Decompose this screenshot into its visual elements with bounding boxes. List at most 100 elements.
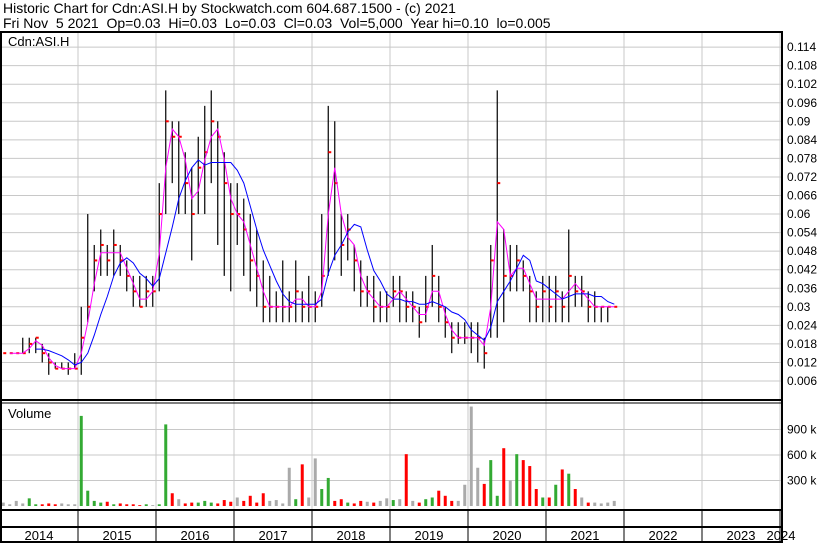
- volume-bar: [307, 497, 311, 506]
- volume-bar: [53, 504, 57, 506]
- volume-bar: [99, 502, 103, 506]
- volume-bar: [606, 502, 610, 506]
- volume-bar: [398, 499, 402, 506]
- volume-bar: [541, 497, 545, 506]
- volume-tick-label: 900 k: [787, 423, 817, 437]
- volume-bar: [411, 500, 415, 506]
- volume-bar: [489, 460, 493, 506]
- volume-bar: [281, 503, 285, 506]
- volume-bar: [125, 504, 129, 506]
- volume-bar: [73, 504, 77, 506]
- volume-bar: [112, 504, 116, 506]
- volume-bar: [385, 498, 389, 506]
- volume-bar: [554, 484, 558, 506]
- symbol-label: Cdn:ASI.H: [8, 34, 69, 49]
- year-label: 2017: [259, 528, 288, 543]
- volume-bar: [27, 498, 31, 506]
- volume-bar: [1, 502, 5, 506]
- price-tick-label: 0.036: [787, 281, 817, 295]
- short-moving-average: [9, 127, 615, 370]
- volume-bar: [567, 473, 571, 506]
- volume-bar: [105, 501, 109, 506]
- year-label: 2019: [415, 528, 444, 543]
- volume-bar: [170, 493, 174, 506]
- volume-bar: [183, 503, 187, 506]
- volume-bar: [287, 467, 291, 506]
- volume-bar: [424, 499, 428, 506]
- price-tick-label: 0.072: [787, 170, 817, 184]
- price-tick-label: 0.096: [787, 96, 817, 110]
- year-label: 2022: [649, 528, 678, 543]
- frame: [0, 31, 783, 543]
- volume-bar: [92, 500, 96, 506]
- volume-tick-label: 300 k: [787, 474, 817, 488]
- volume-bar: [131, 504, 135, 506]
- volume-bar: [40, 504, 44, 506]
- volume-bar: [612, 500, 616, 506]
- volume-bar: [248, 495, 252, 506]
- price-tick-label: 0.03: [787, 300, 811, 314]
- volume-bar: [313, 458, 317, 506]
- volume-bar: [242, 500, 246, 506]
- volume-bar: [456, 500, 460, 506]
- volume-tick-label: 600 k: [787, 448, 817, 462]
- volume-bar: [34, 504, 38, 506]
- year-label: 2014: [25, 528, 54, 543]
- volume-bar: [450, 500, 454, 506]
- volume-bar: [66, 504, 70, 506]
- volume-bars: [1, 406, 616, 506]
- price-tick-label: 0.06: [787, 207, 811, 221]
- volume-bar: [21, 503, 25, 506]
- volume-bar: [177, 499, 181, 506]
- volume-bar: [268, 500, 272, 506]
- volume-bar: [359, 500, 363, 506]
- price-tick-label: 0.108: [787, 59, 817, 73]
- volume-bar: [469, 406, 473, 506]
- volume-bar: [521, 460, 525, 506]
- volume-bar: [365, 501, 369, 506]
- volume-bar: [560, 469, 564, 506]
- volume-label: Volume: [8, 406, 51, 421]
- volume-bar: [430, 497, 434, 506]
- volume-bar: [547, 497, 551, 506]
- volume-bar: [476, 467, 480, 506]
- price-tick-label: 0.114: [787, 40, 816, 54]
- volume-bar: [86, 490, 90, 506]
- volume-bar: [235, 497, 239, 506]
- volume-bar: [534, 489, 538, 506]
- volume-bar: [138, 505, 142, 506]
- year-label: 2024: [767, 528, 796, 543]
- volume-bar: [528, 466, 532, 506]
- price-tick-label: 0.018: [787, 337, 817, 351]
- volume-bar: [261, 493, 265, 506]
- volume-bar: [495, 495, 499, 506]
- volume-bar: [417, 502, 421, 506]
- volume-bar: [482, 483, 486, 506]
- year-label: 2021: [571, 528, 600, 543]
- volume-bar: [60, 503, 64, 506]
- volume-bar: [437, 490, 441, 506]
- price-tick-label: 0.006: [787, 374, 817, 388]
- volume-bar: [326, 477, 330, 506]
- volume-bar: [14, 500, 18, 506]
- price-tick-label: 0.042: [787, 263, 817, 277]
- volume-bar: [599, 503, 603, 506]
- volume-bar: [216, 503, 220, 506]
- chart-border: [0, 31, 783, 543]
- volume-bar: [586, 502, 590, 506]
- year-label: 2020: [493, 528, 522, 543]
- volume-bar: [79, 415, 83, 506]
- volume-bar: [352, 503, 356, 506]
- grid: [0, 32, 782, 510]
- price-tick-label: 0.024: [787, 318, 817, 332]
- price-tick-label: 0.066: [787, 189, 817, 203]
- volume-bar: [144, 504, 148, 506]
- volume-bar: [463, 484, 467, 506]
- price-tick-label: 0.078: [787, 151, 817, 165]
- volume-bar: [222, 500, 226, 506]
- volume-bar: [190, 502, 194, 506]
- volume-bar: [391, 500, 395, 506]
- volume-bar: [294, 499, 298, 506]
